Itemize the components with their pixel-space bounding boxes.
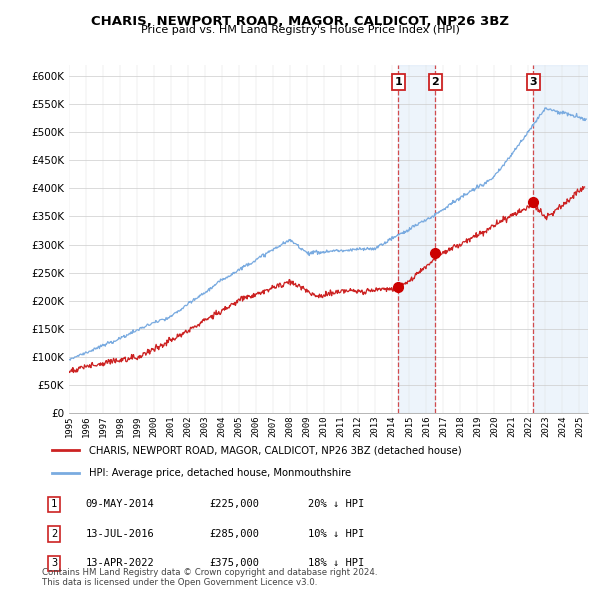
Text: HPI: Average price, detached house, Monmouthshire: HPI: Average price, detached house, Monm… bbox=[89, 468, 351, 478]
Text: 1: 1 bbox=[51, 500, 57, 509]
Text: 13-APR-2022: 13-APR-2022 bbox=[86, 559, 154, 568]
Text: 20% ↓ HPI: 20% ↓ HPI bbox=[308, 500, 364, 509]
Text: £375,000: £375,000 bbox=[209, 559, 259, 568]
Bar bbox=[533, 65, 588, 413]
Text: Contains HM Land Registry data © Crown copyright and database right 2024.
This d: Contains HM Land Registry data © Crown c… bbox=[42, 568, 377, 587]
Text: 10% ↓ HPI: 10% ↓ HPI bbox=[308, 529, 364, 539]
Text: 18% ↓ HPI: 18% ↓ HPI bbox=[308, 559, 364, 568]
Text: 2: 2 bbox=[431, 77, 439, 87]
Text: Price paid vs. HM Land Registry's House Price Index (HPI): Price paid vs. HM Land Registry's House … bbox=[140, 25, 460, 35]
Text: 13-JUL-2016: 13-JUL-2016 bbox=[86, 529, 154, 539]
Text: 1: 1 bbox=[394, 77, 402, 87]
Text: CHARIS, NEWPORT ROAD, MAGOR, CALDICOT, NP26 3BZ: CHARIS, NEWPORT ROAD, MAGOR, CALDICOT, N… bbox=[91, 15, 509, 28]
Bar bbox=[398, 65, 436, 413]
Text: 2: 2 bbox=[51, 529, 57, 539]
Text: 3: 3 bbox=[529, 77, 537, 87]
Text: 09-MAY-2014: 09-MAY-2014 bbox=[86, 500, 154, 509]
Text: £225,000: £225,000 bbox=[209, 500, 259, 509]
Text: £285,000: £285,000 bbox=[209, 529, 259, 539]
Text: CHARIS, NEWPORT ROAD, MAGOR, CALDICOT, NP26 3BZ (detached house): CHARIS, NEWPORT ROAD, MAGOR, CALDICOT, N… bbox=[89, 445, 461, 455]
Text: 3: 3 bbox=[51, 559, 57, 568]
